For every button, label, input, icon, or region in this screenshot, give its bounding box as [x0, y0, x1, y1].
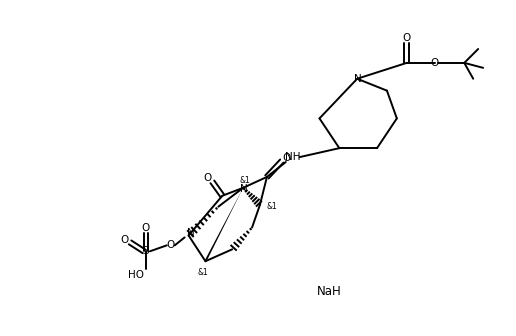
Text: &1: &1	[240, 176, 250, 185]
Text: O: O	[142, 223, 150, 234]
Text: HO: HO	[128, 270, 144, 280]
Text: O: O	[167, 240, 175, 250]
Text: N: N	[240, 184, 248, 194]
Text: O: O	[402, 33, 411, 43]
Text: NaH: NaH	[317, 286, 342, 298]
Text: O: O	[120, 236, 128, 245]
Polygon shape	[204, 188, 243, 262]
Text: &1: &1	[266, 202, 277, 211]
Text: N: N	[187, 228, 195, 239]
Text: O: O	[430, 58, 439, 68]
Text: N: N	[354, 74, 362, 84]
Text: NH: NH	[285, 152, 300, 162]
Text: S: S	[142, 246, 149, 256]
Text: O: O	[283, 153, 291, 163]
Text: O: O	[203, 173, 212, 183]
Text: &1: &1	[197, 268, 208, 277]
